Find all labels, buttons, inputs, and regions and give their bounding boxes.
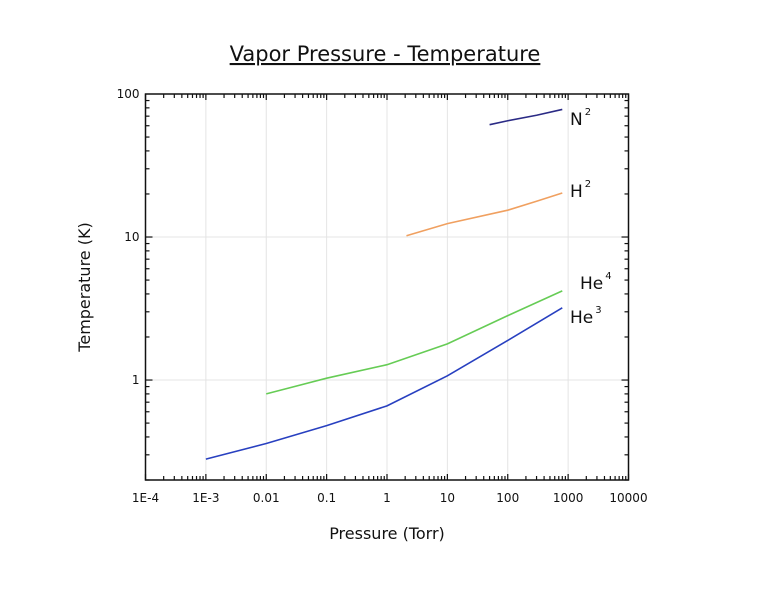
series-line-h2: [406, 192, 563, 237]
series-label-superscript: 2: [585, 107, 591, 118]
y-tick-label: 10: [124, 230, 139, 244]
x-tick-label: 0.01: [253, 491, 280, 505]
y-tick-label: 100: [117, 87, 140, 101]
series-line-n2: [489, 108, 563, 126]
grid: [145, 93, 629, 480]
series-line-he3: [205, 307, 563, 460]
series-label-superscript: 4: [605, 271, 611, 282]
x-tick-label: 1: [383, 491, 391, 505]
x-tick-label: 100: [496, 491, 519, 505]
x-tick-label: 10: [440, 491, 455, 505]
x-tick-label: 0.1: [317, 491, 336, 505]
x-tick-label: 1000: [553, 491, 584, 505]
chart-title: Vapor Pressure - Temperature: [230, 42, 541, 66]
y-axis-label: Temperature (K): [75, 222, 94, 352]
series-label: He 3: [570, 305, 602, 328]
series-label-superscript: 2: [585, 179, 591, 190]
series-lines: [205, 108, 563, 460]
x-axis-label: Pressure (Torr): [329, 524, 445, 543]
x-tick-label: 1E-3: [192, 491, 219, 505]
plot-frame: [144, 93, 630, 481]
x-tick-label: 1E-4: [132, 491, 159, 505]
x-tick-label: 10000: [609, 491, 647, 505]
series-label-superscript: 3: [595, 305, 601, 316]
series-line-he4: [266, 290, 563, 395]
y-tick-label: 1: [132, 373, 140, 387]
series-label: He 4: [580, 271, 612, 294]
